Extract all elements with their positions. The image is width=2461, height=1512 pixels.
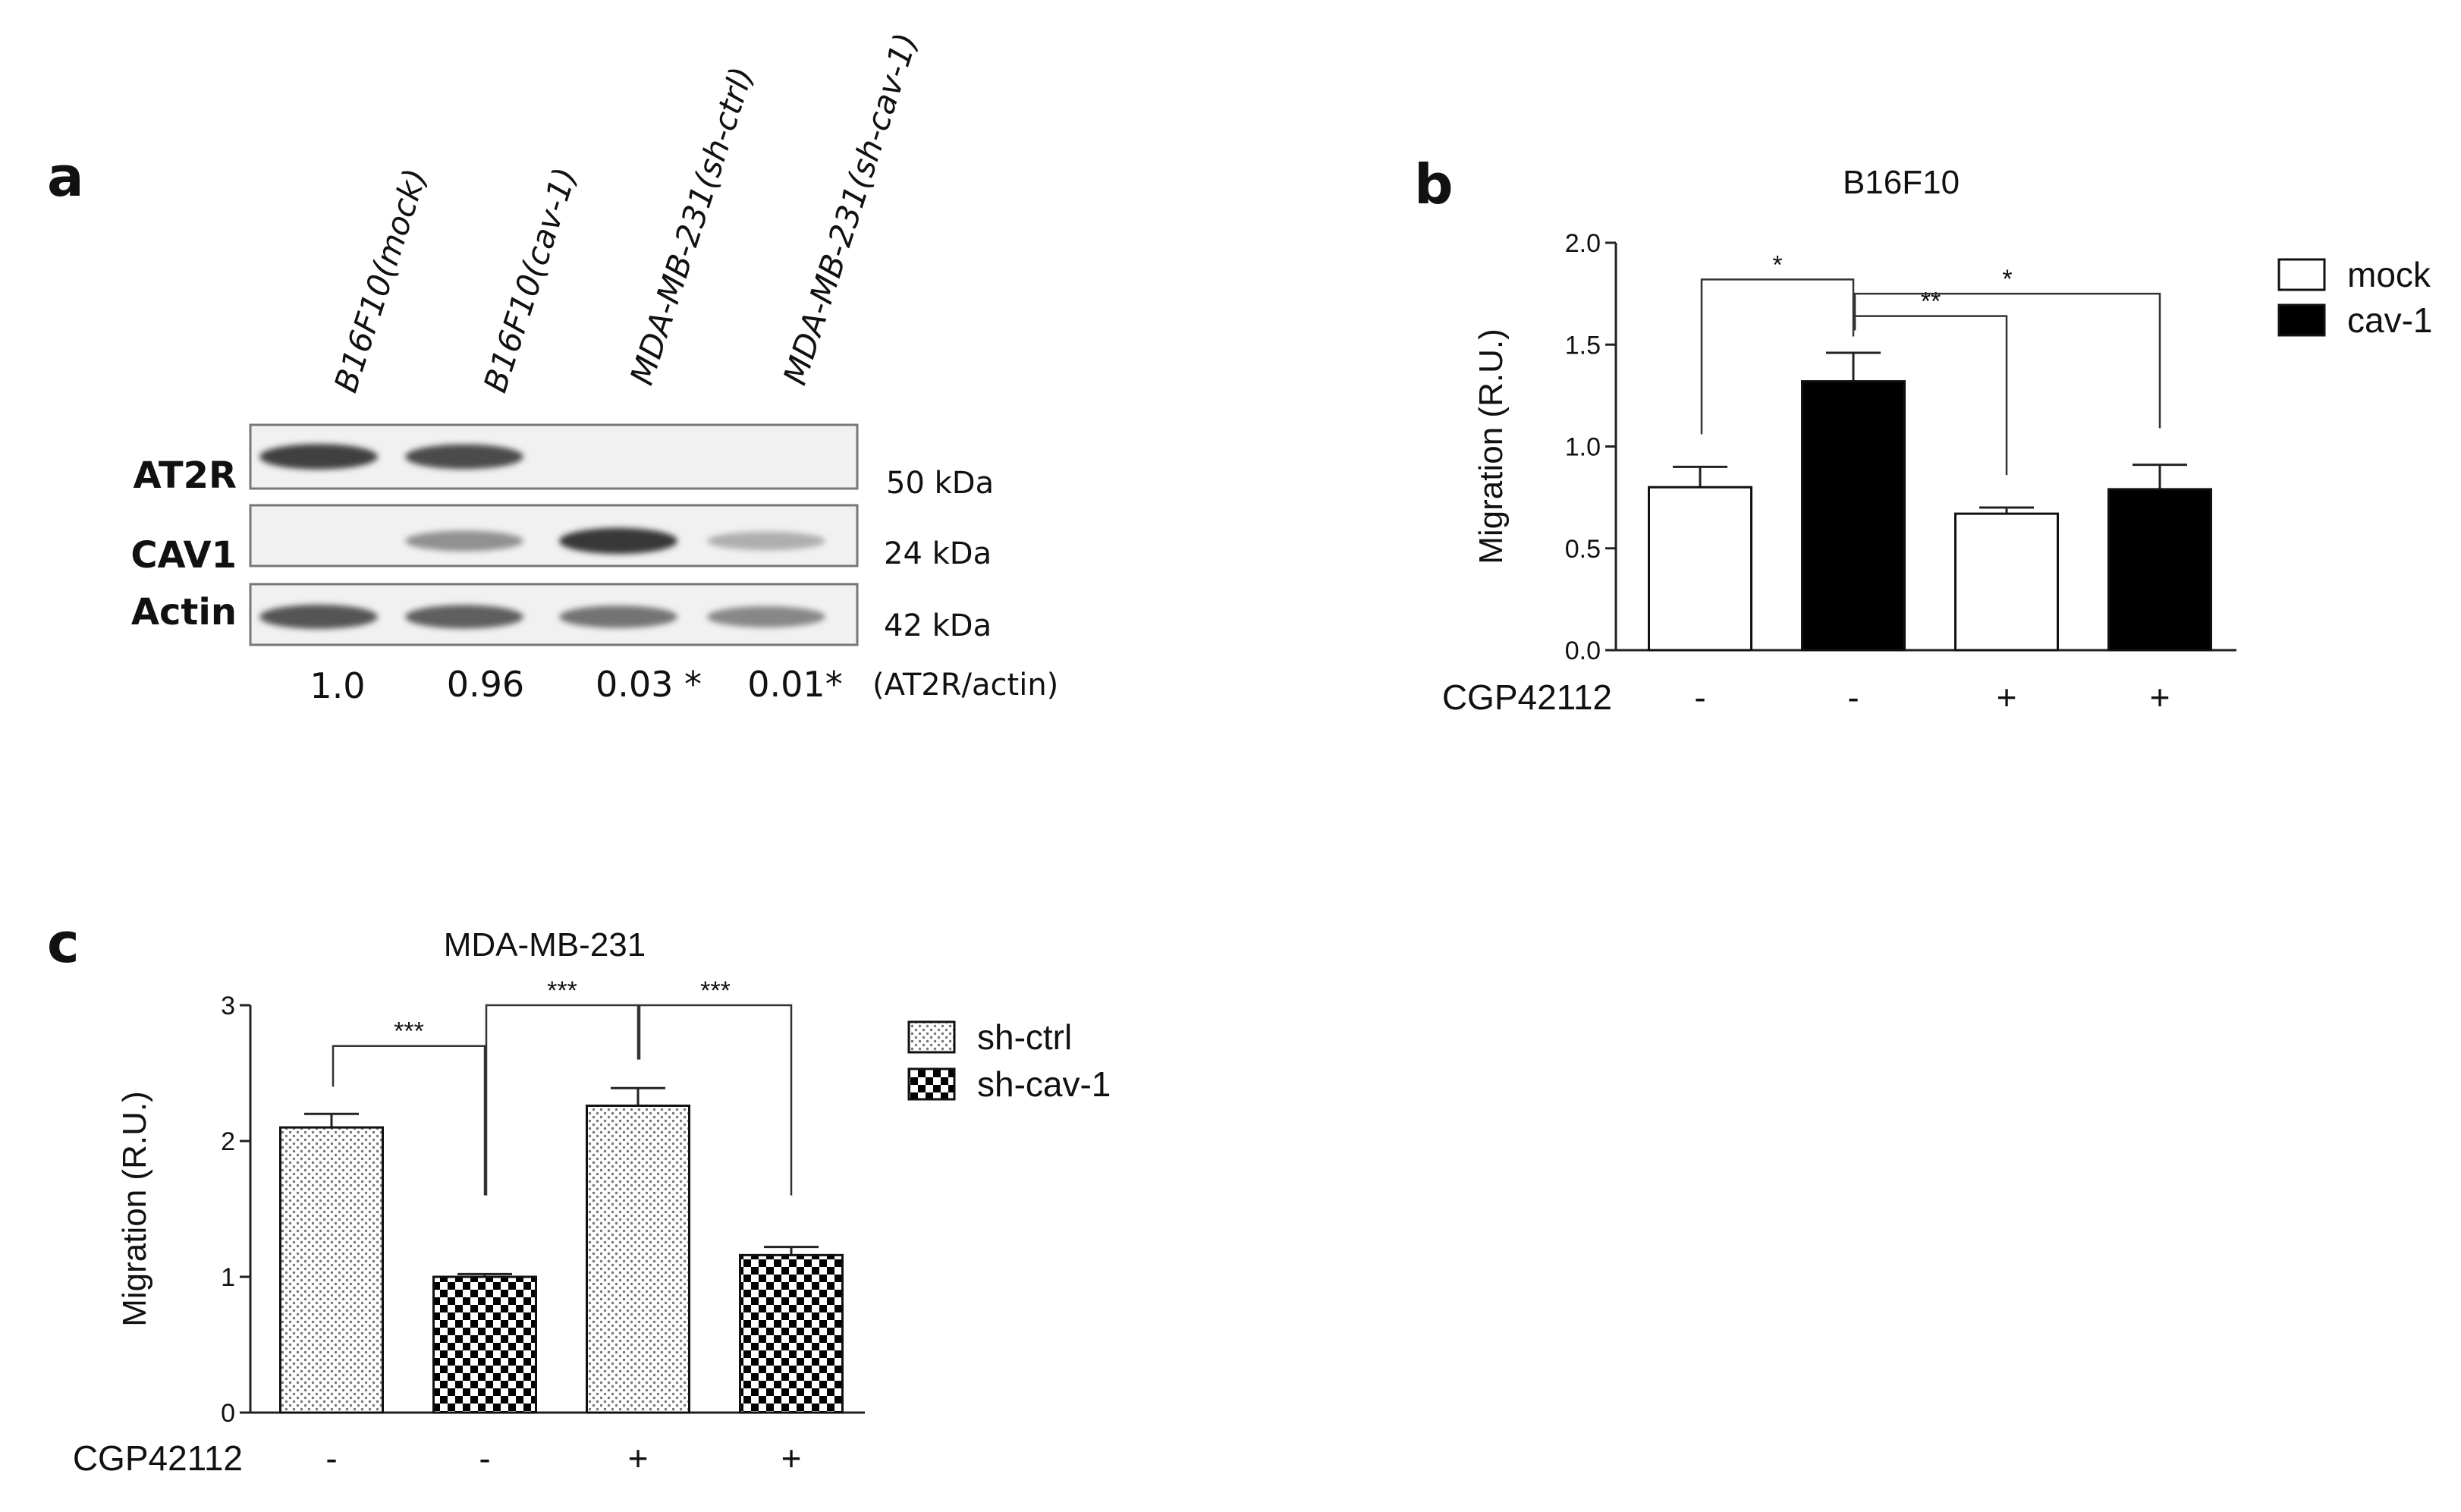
chart-b-significance-label: ** xyxy=(1921,288,1941,316)
chart-c-bar-1 xyxy=(279,1126,384,1414)
panel-b-chart: b B16F10 0.0 0.5 1.0 1.5 2.0 Migration (R.U.) -… xyxy=(1414,152,2432,717)
chart-c-y-tick-label: 2 xyxy=(221,1127,235,1156)
band-at2r-lane-2 xyxy=(405,444,523,470)
kda-label-actin: 42 kDa xyxy=(884,608,992,643)
chart-c-title: MDA-MB-231 xyxy=(444,926,646,963)
chart-b-y-tick-label: 0.5 xyxy=(1565,535,1601,564)
chart-c-significance-label: *** xyxy=(547,976,577,1005)
row-label-cav1: CAV1 xyxy=(130,534,237,577)
band-cav1-lane-4 xyxy=(707,531,825,551)
panel-a-letter: a xyxy=(47,145,84,209)
lane-label-2: B16F10(cav-1) xyxy=(476,163,584,397)
lane-label-4: MDA-MB-231(sh-cav-1) xyxy=(776,29,925,390)
band-actin-lane-2 xyxy=(405,605,523,629)
chart-c-legend-label: sh-cav-1 xyxy=(977,1064,1111,1104)
band-actin-lane-1 xyxy=(259,605,378,629)
chart-c-legend-label: sh-ctrl xyxy=(977,1017,1072,1057)
chart-b-x-tick-label: + xyxy=(2150,677,2170,717)
kda-label-cav1: 24 kDa xyxy=(884,536,992,571)
kda-label-at2r: 50 kDa xyxy=(886,466,994,501)
ratio-lane-1: 1.0 xyxy=(310,665,365,706)
chart-b-significance-label: * xyxy=(1772,250,1782,279)
chart-b-significance-bracket xyxy=(1853,292,2161,429)
chart-b-y-tick-label: 1.0 xyxy=(1565,433,1601,462)
band-actin-lane-4 xyxy=(707,606,825,627)
chart-c-y-tick-label: 3 xyxy=(221,992,235,1020)
chart-b-significance-bracket xyxy=(1700,278,1855,435)
chart-b-x-tick-label: + xyxy=(1997,677,2017,717)
blot-row-cav1: CAV1 24 kDa xyxy=(130,504,992,577)
row-label-actin: Actin xyxy=(131,591,237,633)
lane-label-3: MDA-MB-231(sh-ctrl) xyxy=(623,62,761,389)
blot-row-at2r: AT2R 50 kDa xyxy=(133,423,994,501)
chart-b-bar-4 xyxy=(2107,488,2212,652)
chart-c-x-tick-label: + xyxy=(628,1438,649,1478)
panel-c-chart: c MDA-MB-231 0 1 2 3 Migration (R.U.) - - + + CGP4… xyxy=(47,911,1111,1478)
chart-c-legend-swatch xyxy=(907,1020,956,1054)
chart-c-significance-bracket xyxy=(485,1004,640,1196)
ratio-label: (AT2R/actin) xyxy=(872,668,1058,703)
chart-b-x-tick-label: - xyxy=(1694,677,1705,717)
band-actin-lane-3 xyxy=(559,605,677,628)
chart-c-bar-2 xyxy=(432,1275,537,1414)
chart-b-bar-1 xyxy=(1648,486,1752,652)
chart-b-title: B16F10 xyxy=(1843,164,1960,201)
ratio-lane-2: 0.96 xyxy=(447,664,524,705)
chart-b-y-tick-label: 1.5 xyxy=(1565,331,1601,360)
chart-b-y-tick-label: 0.0 xyxy=(1565,637,1601,665)
chart-b-significance-label: * xyxy=(2002,265,2012,294)
band-cav1-lane-3 xyxy=(559,527,677,555)
band-cav1-lane-2 xyxy=(405,530,523,552)
chart-c-significance-bracket xyxy=(332,1045,486,1196)
row-label-at2r: AT2R xyxy=(133,454,237,497)
chart-c-x-label: CGP42112 xyxy=(73,1438,243,1478)
chart-b-y-label: Migration (R.U.) xyxy=(1473,328,1510,564)
chart-b-bar-2 xyxy=(1801,380,1906,652)
chart-c-bar-4 xyxy=(739,1253,844,1414)
chart-c-y-label: Migration (R.U.) xyxy=(116,1091,153,1327)
blot-row-actin: Actin 42 kDa xyxy=(131,583,992,646)
panel-a-western-blot: a B16F10(mock) B16F10(cav-1) MDA-MB-231(… xyxy=(47,29,1058,706)
chart-b-y-tick-label: 2.0 xyxy=(1565,229,1601,258)
chart-b-legend-label: cav-1 xyxy=(2347,300,2432,340)
band-at2r-lane-1 xyxy=(259,444,378,470)
chart-b-x-label: CGP42112 xyxy=(1442,677,1612,717)
chart-b-x-tick-label: - xyxy=(1847,677,1859,717)
ratio-lane-3: 0.03 * xyxy=(596,664,702,705)
chart-c-bar-3 xyxy=(586,1104,690,1414)
chart-c-significance-label: *** xyxy=(700,976,731,1005)
chart-b-legend-swatch xyxy=(2277,303,2326,337)
chart-c-y-tick-label: 1 xyxy=(221,1263,235,1292)
chart-b-legend-label: mock xyxy=(2347,255,2431,294)
chart-c-y-tick-label: 0 xyxy=(221,1399,235,1428)
panel-c-letter: c xyxy=(47,911,80,975)
chart-c-legend-swatch xyxy=(907,1067,956,1101)
chart-b-bar-3 xyxy=(1954,512,2059,652)
ratio-lane-4: 0.01* xyxy=(747,664,842,705)
chart-c-x-tick-label: - xyxy=(325,1438,337,1478)
chart-c-x-tick-label: + xyxy=(781,1438,802,1478)
chart-c-significance-bracket xyxy=(638,1004,793,1196)
chart-c-significance-label: *** xyxy=(394,1017,424,1046)
panel-b-letter: b xyxy=(1414,152,1454,216)
chart-c-x-tick-label: - xyxy=(479,1438,490,1478)
chart-b-legend-swatch xyxy=(2277,258,2326,291)
lane-label-1: B16F10(mock) xyxy=(327,164,434,397)
